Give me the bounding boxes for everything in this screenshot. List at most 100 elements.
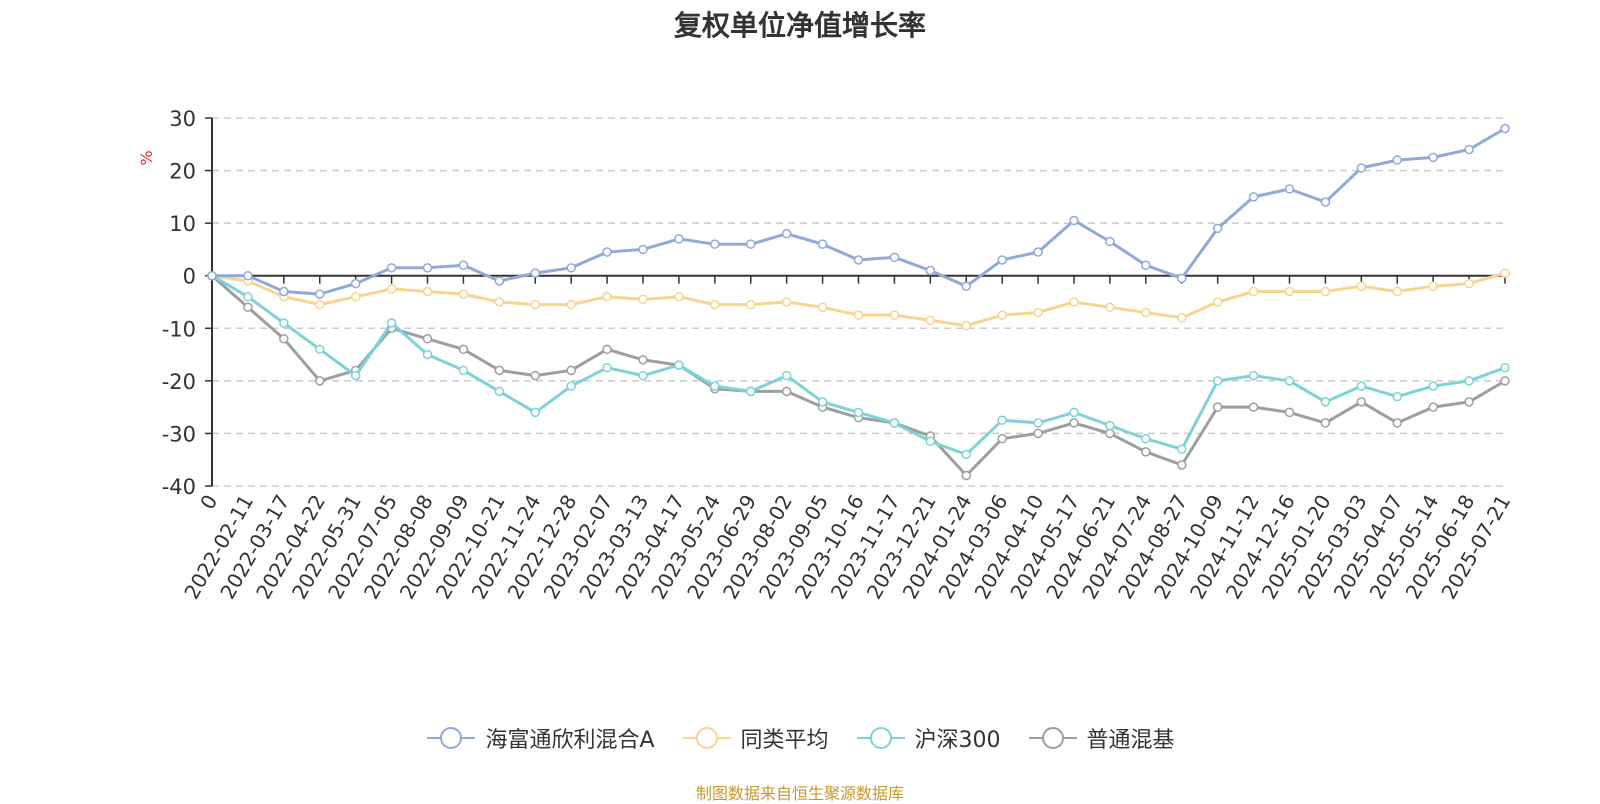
data-point [817,397,828,407]
y-tick-label: -40 [162,475,196,499]
data-point [1392,155,1402,165]
data-point [1177,460,1187,470]
data-point [243,302,253,313]
data-point [781,228,792,239]
data-point [494,276,505,286]
legend-line-circle-icon [1028,727,1077,749]
data-point [1284,184,1295,194]
data-point [1069,418,1079,428]
series-line [210,274,1507,477]
data-point [494,365,505,376]
data-point [566,299,576,310]
data-point [961,320,971,331]
data-point [1356,163,1367,173]
data-point [1177,444,1187,454]
data-point [386,318,397,328]
series-line [210,127,1507,296]
data-point [853,407,864,418]
data-point [458,289,469,299]
data-point [1464,278,1474,289]
data-point [1284,407,1295,418]
data-point [1248,192,1259,202]
data-point [1033,418,1043,428]
data-point [1212,297,1223,307]
y-tick-label: -30 [162,422,196,446]
data-point [1105,302,1115,313]
data-point [1248,286,1259,297]
data-point [746,299,756,310]
legend-label: 沪深300 [914,728,1001,753]
data-point [1284,376,1295,386]
data-point [961,449,971,460]
data-point [494,386,505,397]
data-point [889,418,900,428]
data-point [458,260,469,270]
data-point [279,286,289,297]
data-point [997,415,1007,426]
data-point [889,252,900,263]
data-point [1105,428,1115,439]
data-point [386,263,397,273]
data-point [1212,376,1223,386]
source-note: 制图数据来自恒生聚源数据库 [695,784,904,803]
data-point [602,291,612,302]
data-point [279,318,289,328]
data-point [1105,420,1115,431]
data-point [1464,397,1474,407]
legend-item[interactable]: 沪深300 [855,722,1001,754]
data-point [1212,223,1223,234]
data-point [1069,215,1079,226]
data-point [1248,402,1259,412]
data-point [997,255,1007,265]
data-point [458,344,469,355]
x-tick-label: 0 [195,491,222,514]
data-point [710,299,720,310]
data-point [817,239,828,249]
legend-label: 海富通欣利混合A [485,728,655,753]
data-point [710,381,720,391]
data-point [530,370,540,381]
legend-item[interactable]: 普通混基 [1027,722,1175,754]
legend-line-circle-icon [682,727,731,749]
data-point [458,365,469,376]
data-point [1033,247,1043,257]
series-lines [207,123,1510,481]
data-point [315,344,325,355]
data-point [530,407,540,418]
y-tick-label: 30 [169,107,196,131]
legend-item[interactable]: 同类平均 [681,722,829,754]
data-point [781,297,792,307]
legend: 海富通欣利混合A 同类平均 沪深300 普通混基 [0,722,1600,754]
data-point [315,289,325,299]
data-point [1320,286,1331,297]
data-point [1177,273,1187,284]
data-point [1500,123,1510,134]
data-point [1141,307,1151,318]
data-point [566,365,576,376]
data-point [638,244,648,255]
data-point [1500,268,1510,278]
series-line [210,274,1507,456]
data-point [279,334,289,344]
data-point [997,310,1007,320]
data-point [1356,397,1367,407]
data-point [530,299,540,310]
data-point [1069,297,1079,307]
data-point [1212,402,1223,412]
data-point [1033,307,1043,318]
legend-item[interactable]: 海富通欣利混合A [425,722,655,754]
data-point [853,310,864,320]
data-point [422,263,433,273]
data-point [1033,428,1043,439]
data-point [1320,418,1331,428]
data-point [207,270,217,281]
data-point [817,302,828,313]
data-point [1356,381,1367,391]
grid-lines [212,117,1505,487]
y-tick-label: -10 [162,317,196,341]
data-point [781,386,792,397]
data-point [422,349,433,360]
y-tick-label: 10 [169,212,196,236]
y-axis-unit-label: % [137,150,156,165]
